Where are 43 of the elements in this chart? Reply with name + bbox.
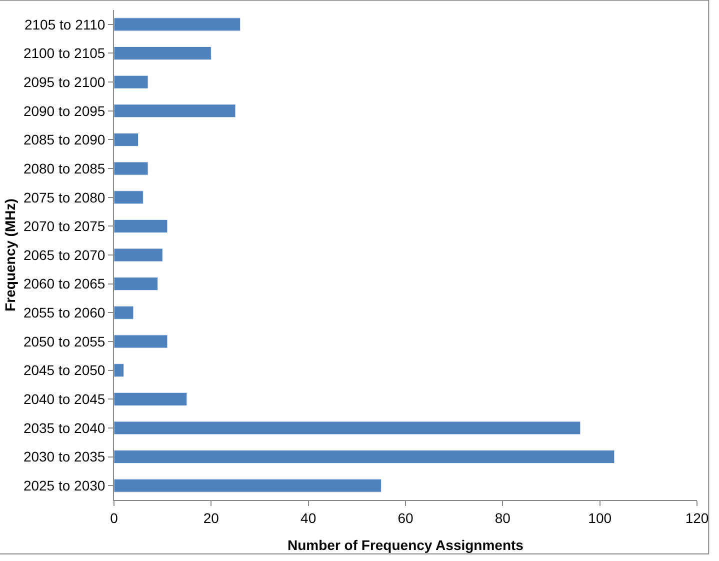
bar <box>114 450 615 464</box>
x-tick-label: 60 <box>398 510 414 526</box>
bar <box>114 277 158 291</box>
y-tick-label: 2100 to 2105 <box>23 45 106 62</box>
bar <box>114 306 134 320</box>
y-tick-label: 2105 to 2110 <box>24 16 106 32</box>
y-tick-label: 2065 to 2070 <box>23 246 106 263</box>
bar <box>114 162 148 176</box>
y-axis-title: Frequency (MHz) <box>2 198 18 312</box>
x-tick-label: 40 <box>300 510 316 526</box>
y-tick-label: 2030 to 2035 <box>23 448 106 465</box>
bar <box>114 364 124 378</box>
x-tick-label: 20 <box>203 510 220 526</box>
bar <box>114 334 168 348</box>
x-tick-label: 0 <box>110 510 118 526</box>
bar <box>114 248 163 262</box>
y-tick-label: 2090 to 2095 <box>23 102 106 119</box>
bar <box>114 104 236 118</box>
bar <box>114 478 382 492</box>
y-tick-label: 2045 to 2050 <box>23 362 106 378</box>
bar <box>114 18 241 32</box>
x-tick-label: 100 <box>588 510 612 526</box>
y-tick-label: 2075 to 2080 <box>23 189 106 206</box>
x-tick-label: 80 <box>494 510 511 526</box>
bar <box>114 75 148 89</box>
bar <box>114 392 188 406</box>
y-tick-label: 2085 to 2090 <box>23 132 106 148</box>
y-tick-label: 2050 to 2055 <box>23 333 106 350</box>
y-tick-label: 2035 to 2040 <box>23 420 106 436</box>
bar <box>114 219 168 233</box>
bar <box>114 46 212 60</box>
y-tick-label: 2070 to 2075 <box>23 218 106 234</box>
y-tick-label: 2095 to 2100 <box>23 74 106 90</box>
y-tick-label: 2025 to 2030 <box>23 477 106 494</box>
bar <box>114 132 139 146</box>
y-tick-label: 2055 to 2060 <box>23 304 106 321</box>
bar <box>114 421 581 435</box>
bar <box>114 190 144 204</box>
y-tick-label: 2080 to 2085 <box>23 160 106 176</box>
y-tick-label: 2060 to 2065 <box>23 276 106 292</box>
x-tick-label: 120 <box>685 510 709 526</box>
y-tick-label: 2040 to 2045 <box>23 391 106 408</box>
x-axis-title: Number of Frequency Assignments <box>288 537 524 554</box>
